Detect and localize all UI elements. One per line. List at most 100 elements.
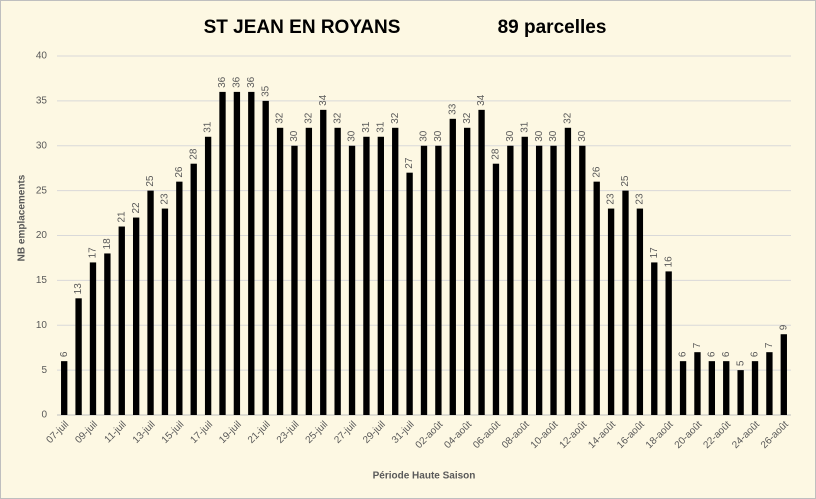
data-label: 32	[332, 112, 343, 124]
bar	[190, 163, 197, 415]
data-label: 34	[318, 94, 329, 106]
bar	[406, 172, 413, 415]
data-label: 23	[606, 193, 617, 205]
bar	[334, 127, 341, 416]
data-label: 17	[649, 247, 660, 259]
data-label: 32	[390, 112, 401, 124]
bar	[420, 145, 428, 415]
y-tick-label: 25	[36, 185, 48, 196]
y-tick-label: 0	[41, 410, 47, 421]
data-label: 36	[246, 76, 257, 88]
bar	[392, 127, 399, 416]
bar	[305, 127, 313, 416]
bar	[507, 145, 514, 415]
data-label: 31	[375, 121, 386, 133]
y-axis-title: NB emplacements	[17, 174, 28, 261]
data-label: 16	[663, 256, 674, 268]
data-label: 30	[433, 130, 444, 142]
data-label: 35	[260, 85, 271, 97]
data-label: 18	[102, 238, 113, 250]
bar	[694, 352, 701, 415]
bar	[204, 136, 212, 415]
bar	[651, 262, 658, 415]
bar	[233, 91, 241, 416]
data-label: 32	[563, 112, 574, 124]
data-label: 22	[131, 202, 142, 214]
bar	[348, 145, 356, 415]
bar	[449, 118, 456, 415]
data-label: 30	[347, 130, 358, 142]
bar	[61, 361, 68, 415]
bar	[723, 361, 730, 415]
bar	[132, 217, 140, 415]
bar	[363, 136, 370, 415]
data-label: 6	[750, 351, 761, 357]
bar	[679, 361, 687, 415]
data-label: 13	[73, 283, 84, 295]
data-label: 25	[620, 175, 631, 187]
data-label: 30	[577, 130, 588, 142]
data-label: 32	[304, 112, 315, 124]
bar	[248, 91, 255, 416]
y-tick-label: 20	[36, 230, 48, 241]
data-label: 36	[232, 76, 243, 88]
y-tick-label: 35	[36, 96, 48, 107]
data-label: 31	[519, 121, 530, 133]
bar	[492, 163, 500, 415]
bar	[636, 208, 644, 415]
data-label: 7	[764, 342, 775, 348]
data-label: 33	[447, 103, 458, 115]
bar	[579, 145, 586, 415]
data-label: 23	[160, 193, 171, 205]
bar	[780, 334, 787, 415]
y-tick-label: 5	[41, 365, 47, 376]
bar	[464, 127, 471, 416]
bar	[147, 190, 154, 415]
data-label: 6	[678, 351, 689, 357]
data-label: 31	[203, 121, 214, 133]
bar	[262, 100, 269, 415]
data-label: 30	[505, 130, 516, 142]
bar	[593, 181, 600, 415]
data-label: 7	[692, 342, 703, 348]
y-tick-label: 30	[36, 140, 48, 151]
bar	[118, 226, 125, 415]
bar	[766, 352, 773, 415]
data-label: 26	[591, 166, 602, 178]
data-label: 34	[476, 94, 487, 106]
bar	[89, 262, 97, 415]
chart-title: ST JEAN EN ROYANS	[204, 17, 401, 38]
y-tick-label: 40	[36, 51, 48, 62]
bar	[622, 190, 629, 415]
data-label: 32	[462, 112, 473, 124]
bar	[176, 181, 183, 415]
data-label: 27	[404, 157, 415, 169]
bar	[521, 136, 528, 415]
y-tick-label: 15	[36, 275, 48, 286]
data-label: 23	[635, 193, 646, 205]
bar	[435, 145, 442, 415]
bar	[665, 271, 672, 415]
data-label: 26	[174, 166, 185, 178]
bar	[535, 145, 543, 415]
bar	[550, 145, 557, 415]
bar	[564, 127, 572, 416]
data-label: 25	[145, 175, 156, 187]
bar	[751, 361, 759, 415]
data-label: 31	[361, 121, 372, 133]
data-label: 17	[88, 247, 99, 259]
data-label: 30	[419, 130, 430, 142]
y-tick-label: 10	[36, 320, 48, 331]
x-axis-title: Période Haute Saison	[373, 471, 476, 482]
data-label: 6	[706, 351, 717, 357]
data-label: 32	[275, 112, 286, 124]
chart-subtitle: 89 parcelles	[498, 17, 607, 38]
bar	[291, 145, 298, 415]
data-label: 9	[778, 324, 789, 330]
bar	[478, 109, 485, 415]
data-label: 6	[721, 351, 732, 357]
data-label: 30	[548, 130, 559, 142]
data-label: 21	[116, 211, 127, 223]
